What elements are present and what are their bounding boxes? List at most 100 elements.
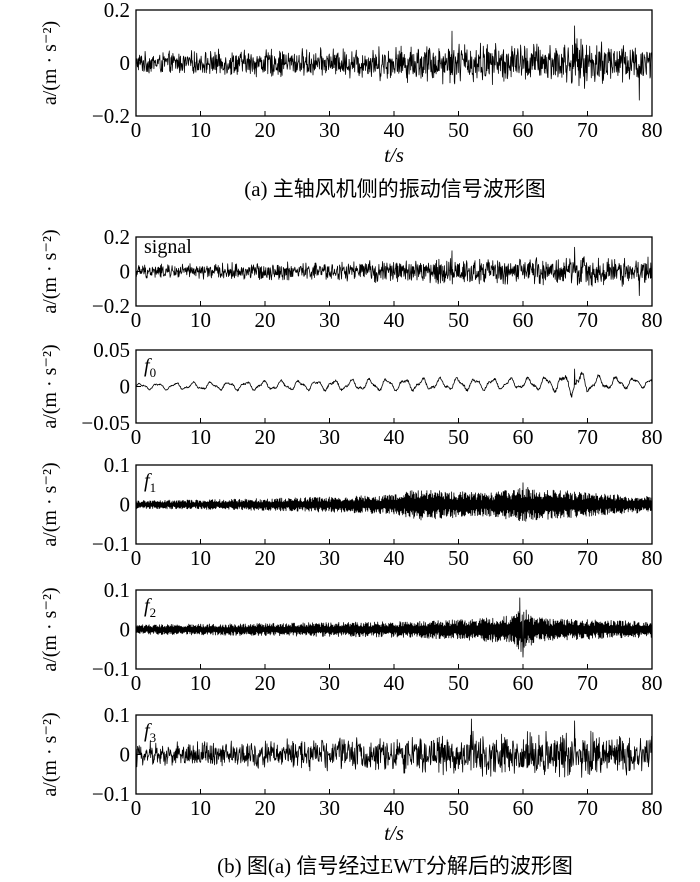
x-tick-label: 80 xyxy=(642,671,663,695)
y-axis-label: a/(m · s⁻²) xyxy=(39,712,61,796)
y-tick-label: 0.2 xyxy=(104,225,130,249)
waveform-line xyxy=(135,25,653,101)
x-tick-label: 60 xyxy=(513,308,534,332)
x-tick-label: 70 xyxy=(577,546,598,570)
caption-b: (b) 图(a) 信号经过EWT分解后的波形图 xyxy=(217,854,573,878)
y-tick-label: 0.05 xyxy=(93,338,130,362)
panels-group: 0 10 20 30 40 50 60 70 80−0.200.2a/(m · s⁻²)t/s0… xyxy=(39,0,663,845)
x-tick-label: 80 xyxy=(642,425,663,449)
y-tick-label: −0.1 xyxy=(92,532,130,556)
x-tick-label: 30 xyxy=(319,546,340,570)
x-tick-label: 80 xyxy=(642,308,663,332)
x-tick-label: 0 xyxy=(131,546,142,570)
x-tick-label: 20 xyxy=(255,308,276,332)
x-tick-label: 20 xyxy=(255,425,276,449)
x-tick-label: 0 xyxy=(131,671,142,695)
y-tick-label: −0.2 xyxy=(92,104,130,128)
y-axis-label: a/(m · s⁻²) xyxy=(39,587,61,671)
series-subscript: 1 xyxy=(150,480,157,495)
y-tick-label: 0.1 xyxy=(104,578,130,602)
y-tick-label: 0.1 xyxy=(104,453,130,477)
x-tick-label: 30 xyxy=(319,671,340,695)
x-tick-label: 70 xyxy=(577,118,598,142)
x-tick-label: 40 xyxy=(384,118,405,142)
x-tick-label: 60 xyxy=(513,425,534,449)
y-tick-label: 0.2 xyxy=(104,0,130,22)
y-axis-label: a/(m · s⁻²) xyxy=(39,21,61,105)
y-tick-label: −0.05 xyxy=(81,411,130,435)
x-tick-label: 30 xyxy=(319,118,340,142)
y-tick-label: −0.2 xyxy=(92,294,130,318)
series-label: signal xyxy=(144,236,192,258)
x-tick-label: 60 xyxy=(513,118,534,142)
x-tick-label: 70 xyxy=(577,671,598,695)
x-axis-label: t/s xyxy=(384,143,404,167)
y-tick-label: 0 xyxy=(120,375,131,399)
x-tick-label: 10 xyxy=(190,546,211,570)
x-tick-label: 50 xyxy=(448,671,469,695)
x-tick-label: 40 xyxy=(384,796,405,820)
x-tick-label: 70 xyxy=(577,425,598,449)
x-tick-label: 50 xyxy=(448,308,469,332)
x-tick-label: 50 xyxy=(448,425,469,449)
panel-signal: 0 10 20 30 40 50 60 70 80−0.200.2a/(m · s⁻²) sign… xyxy=(39,225,663,332)
x-tick-label: 10 xyxy=(190,796,211,820)
x-tick-label: 80 xyxy=(642,796,663,820)
x-tick-label: 10 xyxy=(190,118,211,142)
y-tick-label: 0 xyxy=(120,51,131,75)
x-tick-label: 60 xyxy=(513,796,534,820)
x-tick-label: 70 xyxy=(577,796,598,820)
x-tick-label: 50 xyxy=(448,118,469,142)
series-subscript: 3 xyxy=(150,730,157,745)
caption-a: (a) 主轴风机侧的振动信号波形图 xyxy=(244,177,546,201)
x-tick-label: 0 xyxy=(131,425,142,449)
y-tick-label: −0.1 xyxy=(92,657,130,681)
x-axis-label: t/s xyxy=(384,821,404,845)
waveform-line xyxy=(135,246,653,296)
panel-f1: 0 10 20 30 40 50 60 70 80−0.100.1a/(m · s⁻²) f1 xyxy=(39,453,663,570)
y-tick-label: 0 xyxy=(120,618,131,642)
x-tick-label: 40 xyxy=(384,671,405,695)
y-axis-label: a/(m · s⁻²) xyxy=(39,344,61,428)
x-tick-label: 50 xyxy=(448,796,469,820)
x-tick-label: 20 xyxy=(255,118,276,142)
series-label: f2 xyxy=(144,595,156,620)
y-axis-label: a/(m · s⁻²) xyxy=(39,462,61,546)
x-tick-label: 40 xyxy=(384,425,405,449)
series-label: f3 xyxy=(144,720,156,745)
waveform-line xyxy=(135,597,653,658)
panel-f2: 0 10 20 30 40 50 60 70 80−0.100.1a/(m · s⁻²) f2 xyxy=(39,578,663,695)
x-tick-label: 0 xyxy=(131,118,142,142)
x-tick-label: 50 xyxy=(448,546,469,570)
x-tick-label: 40 xyxy=(384,308,405,332)
waveform-line xyxy=(135,368,653,398)
x-tick-label: 10 xyxy=(190,308,211,332)
panel-f3: 0 10 20 30 40 50 60 70 80−0.100.1a/(m · s⁻²) f3t/… xyxy=(39,703,663,845)
x-tick-label: 10 xyxy=(190,671,211,695)
series-subscript: 2 xyxy=(150,605,157,620)
x-tick-label: 20 xyxy=(255,546,276,570)
y-tick-label: 0 xyxy=(120,260,131,284)
waveform-line xyxy=(135,482,653,522)
waveform-line xyxy=(135,718,653,778)
x-tick-label: 0 xyxy=(131,308,142,332)
y-axis-label: a/(m · s⁻²) xyxy=(39,229,61,313)
x-tick-label: 0 xyxy=(131,796,142,820)
x-tick-label: 30 xyxy=(319,308,340,332)
x-tick-label: 30 xyxy=(319,425,340,449)
x-tick-label: 40 xyxy=(384,546,405,570)
panel-a: 0 10 20 30 40 50 60 70 80−0.200.2a/(m · s⁻²)t/s xyxy=(39,0,663,167)
x-tick-label: 80 xyxy=(642,546,663,570)
x-tick-label: 60 xyxy=(513,546,534,570)
series-label: f0 xyxy=(144,355,156,380)
x-tick-label: 60 xyxy=(513,671,534,695)
y-tick-label: −0.1 xyxy=(92,782,130,806)
y-tick-label: 0 xyxy=(120,743,131,767)
x-tick-label: 70 xyxy=(577,308,598,332)
series-subscript: 0 xyxy=(150,365,157,380)
x-tick-label: 30 xyxy=(319,796,340,820)
y-tick-label: 0 xyxy=(120,493,131,517)
x-tick-label: 20 xyxy=(255,796,276,820)
